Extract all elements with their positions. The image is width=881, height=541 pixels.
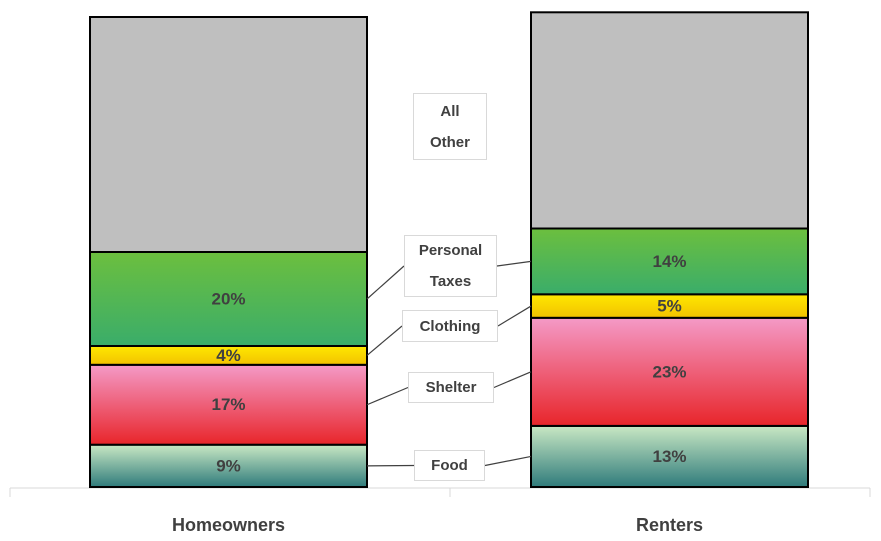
data-label: 13% [652,447,686,466]
leader-line [366,386,409,406]
data-label: 17% [211,395,245,414]
series-label: Personal Taxes [404,235,497,297]
leader-line [366,265,405,300]
bar-segment [530,227,809,296]
leader-line [484,455,532,467]
x-tick-label: Homeowners [172,515,285,535]
data-label: 23% [652,362,686,381]
series-label: Food [414,450,485,481]
series-label: Clothing [402,310,498,342]
leader-line [496,260,532,267]
bar-segment [530,316,809,427]
series-label: Shelter [408,372,494,403]
data-label: 20% [211,289,245,308]
bar-segment [89,16,368,253]
data-label: 4% [216,346,241,365]
data-label: 5% [657,297,682,316]
data-label: 14% [652,252,686,271]
leader-line [366,325,403,356]
series-label: All Other [413,93,487,160]
leader-line [493,371,532,389]
leader-line [497,305,532,327]
bar-segment [89,443,368,489]
bar-segment [530,11,809,230]
x-tick-label: Renters [636,515,703,535]
data-label: 9% [216,456,241,475]
